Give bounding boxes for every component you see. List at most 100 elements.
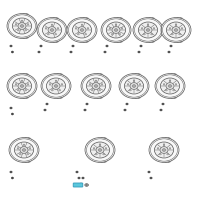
- Ellipse shape: [175, 24, 177, 26]
- Ellipse shape: [46, 78, 66, 94]
- Ellipse shape: [163, 84, 165, 85]
- Ellipse shape: [10, 171, 12, 173]
- Ellipse shape: [84, 109, 86, 111]
- Ellipse shape: [179, 33, 181, 35]
- Ellipse shape: [21, 20, 23, 22]
- Ellipse shape: [72, 45, 74, 47]
- Ellipse shape: [175, 84, 177, 85]
- Ellipse shape: [17, 29, 19, 31]
- Ellipse shape: [115, 24, 117, 26]
- Ellipse shape: [37, 18, 67, 42]
- Ellipse shape: [46, 103, 48, 105]
- Ellipse shape: [86, 103, 88, 105]
- Ellipse shape: [99, 144, 101, 146]
- Ellipse shape: [160, 78, 180, 94]
- Ellipse shape: [169, 148, 171, 149]
- Ellipse shape: [124, 78, 144, 94]
- Ellipse shape: [52, 83, 60, 89]
- Ellipse shape: [171, 33, 173, 35]
- Ellipse shape: [15, 84, 17, 85]
- Ellipse shape: [101, 84, 103, 85]
- Ellipse shape: [48, 27, 56, 33]
- Ellipse shape: [55, 33, 57, 35]
- Ellipse shape: [27, 153, 29, 155]
- Ellipse shape: [27, 24, 29, 25]
- Ellipse shape: [40, 45, 42, 47]
- Ellipse shape: [91, 89, 93, 91]
- Ellipse shape: [10, 45, 12, 47]
- Ellipse shape: [49, 84, 51, 85]
- Ellipse shape: [55, 80, 57, 82]
- Ellipse shape: [77, 33, 79, 35]
- Ellipse shape: [106, 45, 108, 47]
- Ellipse shape: [126, 103, 128, 105]
- Ellipse shape: [19, 153, 21, 155]
- Ellipse shape: [174, 29, 178, 31]
- Ellipse shape: [129, 89, 131, 91]
- Ellipse shape: [78, 177, 80, 179]
- Ellipse shape: [103, 153, 105, 155]
- Ellipse shape: [121, 28, 123, 29]
- Ellipse shape: [109, 28, 111, 29]
- Ellipse shape: [12, 18, 32, 34]
- Ellipse shape: [18, 23, 26, 29]
- Ellipse shape: [162, 103, 164, 105]
- Ellipse shape: [29, 148, 31, 149]
- Ellipse shape: [104, 51, 106, 53]
- Ellipse shape: [133, 18, 163, 42]
- Ellipse shape: [137, 89, 139, 91]
- Ellipse shape: [92, 83, 100, 89]
- Ellipse shape: [82, 177, 84, 179]
- Ellipse shape: [138, 22, 158, 38]
- Ellipse shape: [7, 74, 37, 98]
- Ellipse shape: [112, 27, 120, 33]
- Ellipse shape: [15, 24, 17, 25]
- Ellipse shape: [139, 84, 141, 85]
- Ellipse shape: [78, 27, 86, 33]
- Ellipse shape: [119, 74, 149, 98]
- Ellipse shape: [147, 24, 149, 26]
- Ellipse shape: [119, 33, 121, 35]
- Ellipse shape: [12, 78, 32, 94]
- Ellipse shape: [155, 74, 185, 98]
- Ellipse shape: [95, 153, 97, 155]
- Ellipse shape: [50, 29, 54, 31]
- Ellipse shape: [87, 28, 89, 29]
- Ellipse shape: [127, 84, 129, 85]
- Ellipse shape: [20, 25, 24, 27]
- Ellipse shape: [148, 171, 150, 173]
- Ellipse shape: [20, 147, 28, 153]
- Ellipse shape: [90, 142, 110, 158]
- Ellipse shape: [162, 149, 166, 151]
- Ellipse shape: [61, 84, 63, 85]
- Ellipse shape: [11, 177, 14, 179]
- Ellipse shape: [111, 33, 113, 35]
- Ellipse shape: [153, 28, 155, 29]
- Ellipse shape: [80, 183, 82, 185]
- Ellipse shape: [160, 147, 168, 153]
- Ellipse shape: [11, 113, 14, 115]
- Ellipse shape: [59, 89, 61, 91]
- Ellipse shape: [150, 177, 152, 179]
- Ellipse shape: [85, 184, 88, 186]
- Ellipse shape: [181, 28, 183, 29]
- Ellipse shape: [138, 51, 140, 53]
- Ellipse shape: [114, 29, 118, 31]
- Ellipse shape: [96, 147, 104, 153]
- Ellipse shape: [17, 148, 19, 149]
- Ellipse shape: [173, 89, 175, 91]
- Ellipse shape: [157, 148, 159, 149]
- Ellipse shape: [166, 83, 174, 89]
- Ellipse shape: [9, 138, 39, 162]
- Ellipse shape: [170, 45, 172, 47]
- Ellipse shape: [45, 28, 47, 29]
- Ellipse shape: [20, 85, 24, 87]
- Ellipse shape: [161, 18, 191, 42]
- Ellipse shape: [169, 80, 171, 82]
- Ellipse shape: [17, 89, 19, 91]
- Ellipse shape: [51, 24, 53, 26]
- Ellipse shape: [86, 78, 106, 94]
- Ellipse shape: [27, 84, 29, 85]
- Ellipse shape: [44, 109, 46, 111]
- Ellipse shape: [67, 18, 97, 42]
